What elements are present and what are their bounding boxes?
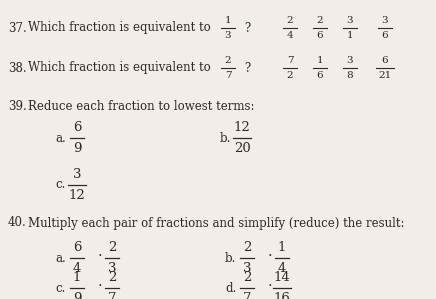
Text: 40.: 40.	[8, 216, 27, 230]
Text: 1: 1	[347, 31, 353, 40]
Text: ?: ?	[244, 62, 250, 74]
Text: 6: 6	[382, 56, 388, 65]
Text: 1: 1	[278, 241, 286, 254]
Text: 12: 12	[68, 189, 85, 202]
Text: 39.: 39.	[8, 100, 27, 112]
Text: 6: 6	[317, 31, 324, 40]
Text: 4: 4	[278, 262, 286, 275]
Text: b.: b.	[220, 132, 232, 144]
Text: Which fraction is equivalent to: Which fraction is equivalent to	[28, 22, 211, 34]
Text: Multiply each pair of fractions and simplify (reduce) the result:: Multiply each pair of fractions and simp…	[28, 216, 405, 230]
Text: 20: 20	[234, 142, 250, 155]
Text: b.: b.	[225, 251, 236, 265]
Text: 1: 1	[73, 271, 81, 284]
Text: 2: 2	[108, 241, 116, 254]
Text: c.: c.	[55, 281, 65, 295]
Text: 2: 2	[287, 71, 293, 80]
Text: 6: 6	[73, 241, 81, 254]
Text: 2: 2	[243, 271, 251, 284]
Text: 16: 16	[273, 292, 290, 299]
Text: a.: a.	[55, 251, 66, 265]
Text: ·: ·	[98, 279, 102, 293]
Text: 6: 6	[73, 121, 81, 134]
Text: 2: 2	[243, 241, 251, 254]
Text: 3: 3	[73, 168, 81, 181]
Text: 12: 12	[234, 121, 250, 134]
Text: 2: 2	[108, 271, 116, 284]
Text: 4: 4	[287, 31, 293, 40]
Text: 2: 2	[287, 16, 293, 25]
Text: d.: d.	[225, 281, 236, 295]
Text: 9: 9	[73, 142, 81, 155]
Text: 3: 3	[243, 262, 251, 275]
Text: 3: 3	[108, 262, 116, 275]
Text: Reduce each fraction to lowest terms:: Reduce each fraction to lowest terms:	[28, 100, 255, 112]
Text: Which fraction is equivalent to: Which fraction is equivalent to	[28, 62, 211, 74]
Text: 3: 3	[225, 31, 232, 40]
Text: 7: 7	[243, 292, 251, 299]
Text: c.: c.	[55, 179, 65, 191]
Text: 6: 6	[382, 31, 388, 40]
Text: 1: 1	[317, 56, 324, 65]
Text: 38.: 38.	[8, 62, 27, 74]
Text: 1: 1	[225, 16, 232, 25]
Text: 7: 7	[108, 292, 116, 299]
Text: 7: 7	[225, 71, 232, 80]
Text: 3: 3	[382, 16, 388, 25]
Text: ·: ·	[268, 279, 272, 293]
Text: 4: 4	[73, 262, 81, 275]
Text: ?: ?	[244, 22, 250, 34]
Text: a.: a.	[55, 132, 66, 144]
Text: ·: ·	[98, 249, 102, 263]
Text: 9: 9	[73, 292, 81, 299]
Text: 21: 21	[378, 71, 392, 80]
Text: 14: 14	[274, 271, 290, 284]
Text: 3: 3	[347, 16, 353, 25]
Text: 8: 8	[347, 71, 353, 80]
Text: 7: 7	[287, 56, 293, 65]
Text: 6: 6	[317, 71, 324, 80]
Text: ·: ·	[268, 249, 272, 263]
Text: 2: 2	[225, 56, 232, 65]
Text: 37.: 37.	[8, 22, 27, 34]
Text: 3: 3	[347, 56, 353, 65]
Text: 2: 2	[317, 16, 324, 25]
